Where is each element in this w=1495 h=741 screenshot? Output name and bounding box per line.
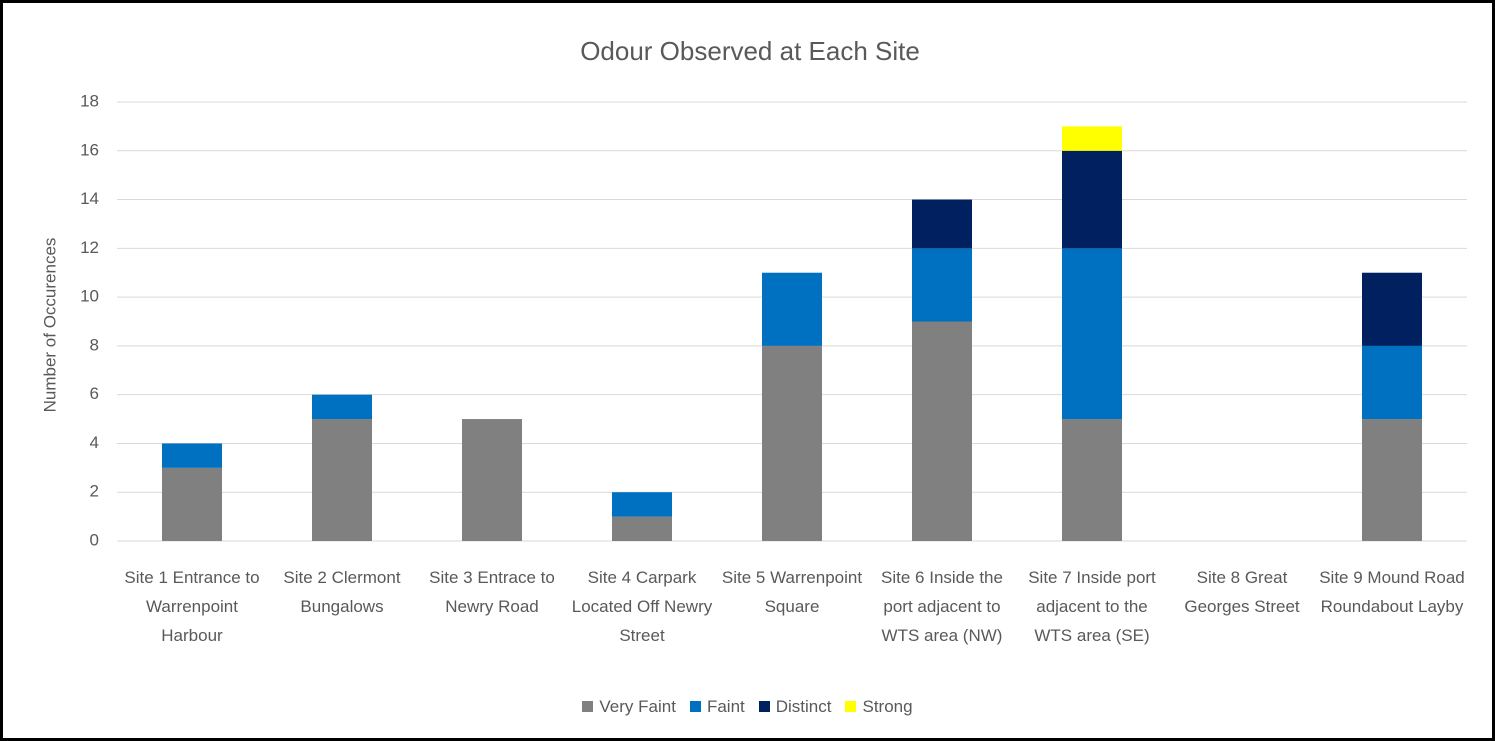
x-tick-label: Site 6 Inside the port adjacent to WTS a… — [881, 568, 1003, 645]
bar-segment — [762, 272, 822, 346]
x-tick-label: Site 7 Inside port adjacent to the WTS a… — [1028, 568, 1156, 645]
x-tick-label: Site 8 Great Georges Street — [1184, 568, 1300, 616]
bar-segment — [1062, 419, 1122, 541]
chart: Odour Observed at Each Site Number of Oc… — [40, 36, 1467, 549]
bar-segment — [1062, 126, 1122, 151]
bar-segment — [312, 419, 372, 541]
bar-segment — [162, 467, 222, 541]
bar-segment — [462, 419, 522, 541]
bar-segment — [912, 199, 972, 249]
y-tick-label: 6 — [90, 384, 99, 403]
y-tick-label: 4 — [90, 433, 99, 452]
legend-label: Strong — [862, 697, 913, 716]
legend-item: Faint — [689, 697, 745, 717]
bar-segment — [912, 321, 972, 541]
bar-segment — [162, 443, 222, 468]
legend: Very Faint Faint Distinct Strong — [3, 697, 1492, 717]
x-tick-label: Site 9 Mound Road Roundabout Layby — [1319, 568, 1465, 616]
x-tick-label: Site 4 Carpark Located Off Newry Street — [571, 568, 713, 645]
bar-segment — [612, 492, 672, 517]
bar-segment — [312, 394, 372, 420]
legend-swatch — [689, 701, 701, 712]
bar-segment — [762, 345, 822, 541]
bar-segment — [1362, 272, 1422, 346]
bar-segment — [1062, 150, 1122, 249]
legend-item: Strong — [845, 697, 913, 717]
legend-item: Distinct — [758, 697, 832, 717]
y-tick-label: 2 — [90, 482, 99, 501]
y-tick-label: 18 — [80, 91, 99, 110]
chart-title: Odour Observed at Each Site — [580, 36, 920, 66]
bar-segment — [1362, 345, 1422, 420]
bar-segment — [1062, 248, 1122, 420]
legend-label: Faint — [706, 697, 745, 716]
y-tick-label: 12 — [80, 238, 99, 257]
bar-segment — [912, 248, 972, 322]
legend-swatch — [758, 701, 770, 712]
bar-segment — [1362, 419, 1422, 541]
legend-swatch — [845, 701, 857, 712]
x-tick-label: Site 5 Warrenpoint Square — [721, 568, 863, 616]
legend-item: Very Faint — [582, 697, 676, 717]
y-axis-label: Number of Occurences — [40, 238, 59, 413]
legend-swatch — [582, 701, 594, 712]
y-tick-label: 10 — [80, 287, 99, 306]
x-tick-label: Site 1 Entrance to Warrenpoint Harbour — [124, 568, 260, 645]
y-tick-label: 0 — [90, 530, 99, 549]
y-tick-label: 14 — [80, 189, 99, 208]
x-tick-label: Site 3 Entrace to Newry Road — [429, 568, 555, 616]
legend-label: Very Faint — [599, 697, 676, 716]
y-tick-label: 8 — [90, 335, 99, 354]
x-tick-label: Site 2 Clermont Bungalows — [283, 568, 401, 616]
legend-label: Distinct — [775, 697, 832, 716]
y-tick-label: 16 — [80, 140, 99, 159]
bar-segment — [612, 516, 672, 541]
